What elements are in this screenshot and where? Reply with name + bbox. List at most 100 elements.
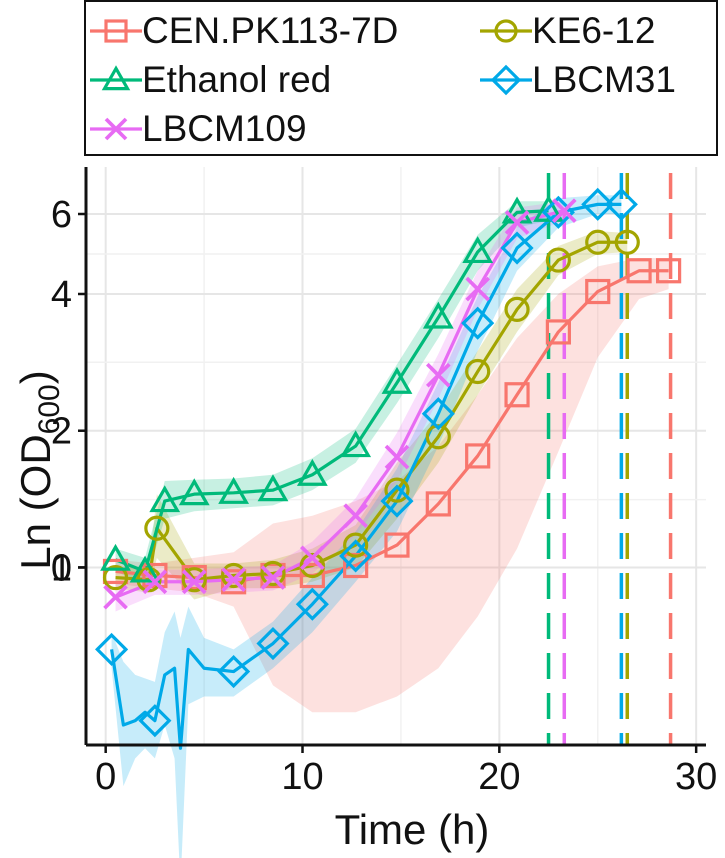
- legend-marker-ethanol-red: [101, 65, 131, 91]
- marker-lbcm31: [380, 484, 414, 518]
- marker-ethanol-red: [129, 555, 161, 583]
- marker-x-stroke: [221, 567, 246, 592]
- x-axis-ticks: 0 10 20 30: [95, 745, 717, 798]
- marker-x-stroke: [260, 565, 286, 590]
- marker-lbcm31: [339, 539, 373, 573]
- x-tick-label: 30: [675, 756, 717, 798]
- marker-cen-pk113-7d: [343, 552, 369, 579]
- marker-lbcm31: [604, 187, 638, 221]
- marker-ke6-12: [384, 477, 410, 503]
- marker-cen-pk113-7d: [425, 491, 451, 517]
- legend-label-lbcm31: LBCM31: [532, 59, 676, 100]
- line-lbcm109: [114, 209, 565, 599]
- legend-label-ethanol-red: Ethanol red: [142, 59, 331, 100]
- y-tick-label: 4: [51, 274, 72, 316]
- marker-ethanol-red: [462, 236, 494, 264]
- y-axis-title-close: ): [12, 370, 59, 384]
- x-tick-label: 20: [478, 756, 520, 798]
- marker-lbcm31: [95, 632, 129, 666]
- marker-lbcm31: [138, 704, 172, 738]
- marker-cen-pk113-7d: [221, 569, 247, 595]
- y-tick-label: 6: [51, 194, 72, 236]
- marker-x-stroke: [551, 198, 577, 224]
- marker-x-stroke: [465, 276, 490, 302]
- band-ethanol-red: [115, 201, 549, 584]
- marker-cen-pk113-7d: [384, 532, 410, 558]
- marker-cen-pk113-7d: [585, 278, 611, 305]
- marker-ethanol-red: [218, 476, 250, 504]
- marker-lbcm109: [221, 567, 246, 592]
- marker-lbcm109: [142, 569, 168, 595]
- marker-x-stroke: [343, 503, 368, 529]
- marker-ethanol-red: [533, 194, 564, 222]
- marker-x-stroke: [104, 117, 128, 141]
- legend-label-lbcm109: LBCM109: [142, 108, 307, 149]
- marker-ethanol-red: [296, 458, 328, 486]
- marker-lbcm31: [500, 231, 534, 265]
- band-ke6-12: [115, 231, 628, 600]
- series-markers: [95, 187, 682, 738]
- marker-ethanol-red: [257, 474, 289, 502]
- marker-ethanol-red: [422, 301, 454, 329]
- marker-lbcm109: [551, 198, 577, 224]
- marker-ke6-12: [102, 564, 129, 591]
- marker-ke6-12: [181, 567, 207, 593]
- marker-lbcm109: [343, 503, 368, 529]
- marker-lbcm109: [181, 569, 207, 595]
- marker-cen-pk113-7d: [626, 258, 652, 284]
- legend-marker-lbcm109: [104, 117, 128, 141]
- marker-cen-pk113-7d: [299, 562, 325, 589]
- marker-ke6-12: [425, 424, 451, 450]
- marker-x-stroke: [103, 584, 128, 610]
- marker-lbcm31: [461, 306, 495, 340]
- x-tick-label: 10: [281, 756, 323, 798]
- plot-panel: [84, 167, 706, 858]
- marker-lbcm109: [384, 444, 410, 470]
- marker-lbcm109: [465, 276, 490, 302]
- legend-marker-cen-pk113-7d: [104, 19, 128, 43]
- marker-ke6-12: [465, 358, 491, 385]
- marker-ke6-12: [299, 552, 325, 579]
- marker-cen-pk113-7d: [465, 443, 491, 469]
- legend: CEN.PK113-7D Ethanol red LBCM109 KE6-12 …: [84, 0, 718, 156]
- marker-cen-pk113-7d: [504, 382, 530, 408]
- marker-ethanol-red: [149, 485, 181, 513]
- marker-ke6-12: [545, 247, 571, 273]
- marker-ethanol-red: [381, 366, 413, 394]
- legend-label-ke6-12: KE6-12: [532, 10, 655, 51]
- legend-label-cen-pk113-7d: CEN.PK113-7D: [142, 10, 398, 51]
- marker-lbcm109: [504, 210, 530, 235]
- legend-box: [84, 0, 718, 156]
- marker-ke6-12: [221, 562, 247, 589]
- line-ethanol-red: [114, 209, 549, 574]
- marker-lbcm31: [217, 654, 251, 689]
- y-axis-ticks: 01 2 4 6: [51, 194, 86, 589]
- marker-ke6-12: [504, 296, 530, 322]
- marker-lbcm31: [421, 397, 455, 431]
- marker-cen-pk113-7d: [656, 258, 682, 284]
- marker-lbcm31: [256, 626, 290, 661]
- marker-cen-pk113-7d: [545, 319, 571, 345]
- marker-ethanol-red: [340, 430, 372, 458]
- legend-marker-ke6-12: [494, 19, 518, 43]
- x-axis-title: Time (h): [335, 806, 490, 853]
- x-tick-label: 0: [95, 756, 116, 798]
- marker-x-stroke: [504, 210, 530, 235]
- marker-ke6-12: [585, 229, 611, 255]
- y-tick-label: 1: [51, 547, 72, 589]
- marker-x-stroke: [181, 569, 207, 595]
- band-cen-pk113-7d: [115, 258, 669, 713]
- marker-x-stroke: [384, 444, 410, 470]
- marker-ethanol-red: [178, 478, 210, 506]
- marker-lbcm31: [581, 187, 615, 221]
- marker-ke6-12: [144, 515, 170, 541]
- marker-lbcm109: [103, 584, 128, 610]
- y-axis-title-main: Ln (OD: [12, 434, 59, 569]
- marker-cen-pk113-7d: [142, 562, 168, 589]
- marker-ke6-12: [260, 560, 286, 587]
- marker-lbcm109: [260, 565, 286, 590]
- legend-marker-lbcm31: [490, 64, 522, 96]
- marker-ke6-12: [614, 229, 640, 255]
- y-tick-label: 0: [51, 547, 72, 589]
